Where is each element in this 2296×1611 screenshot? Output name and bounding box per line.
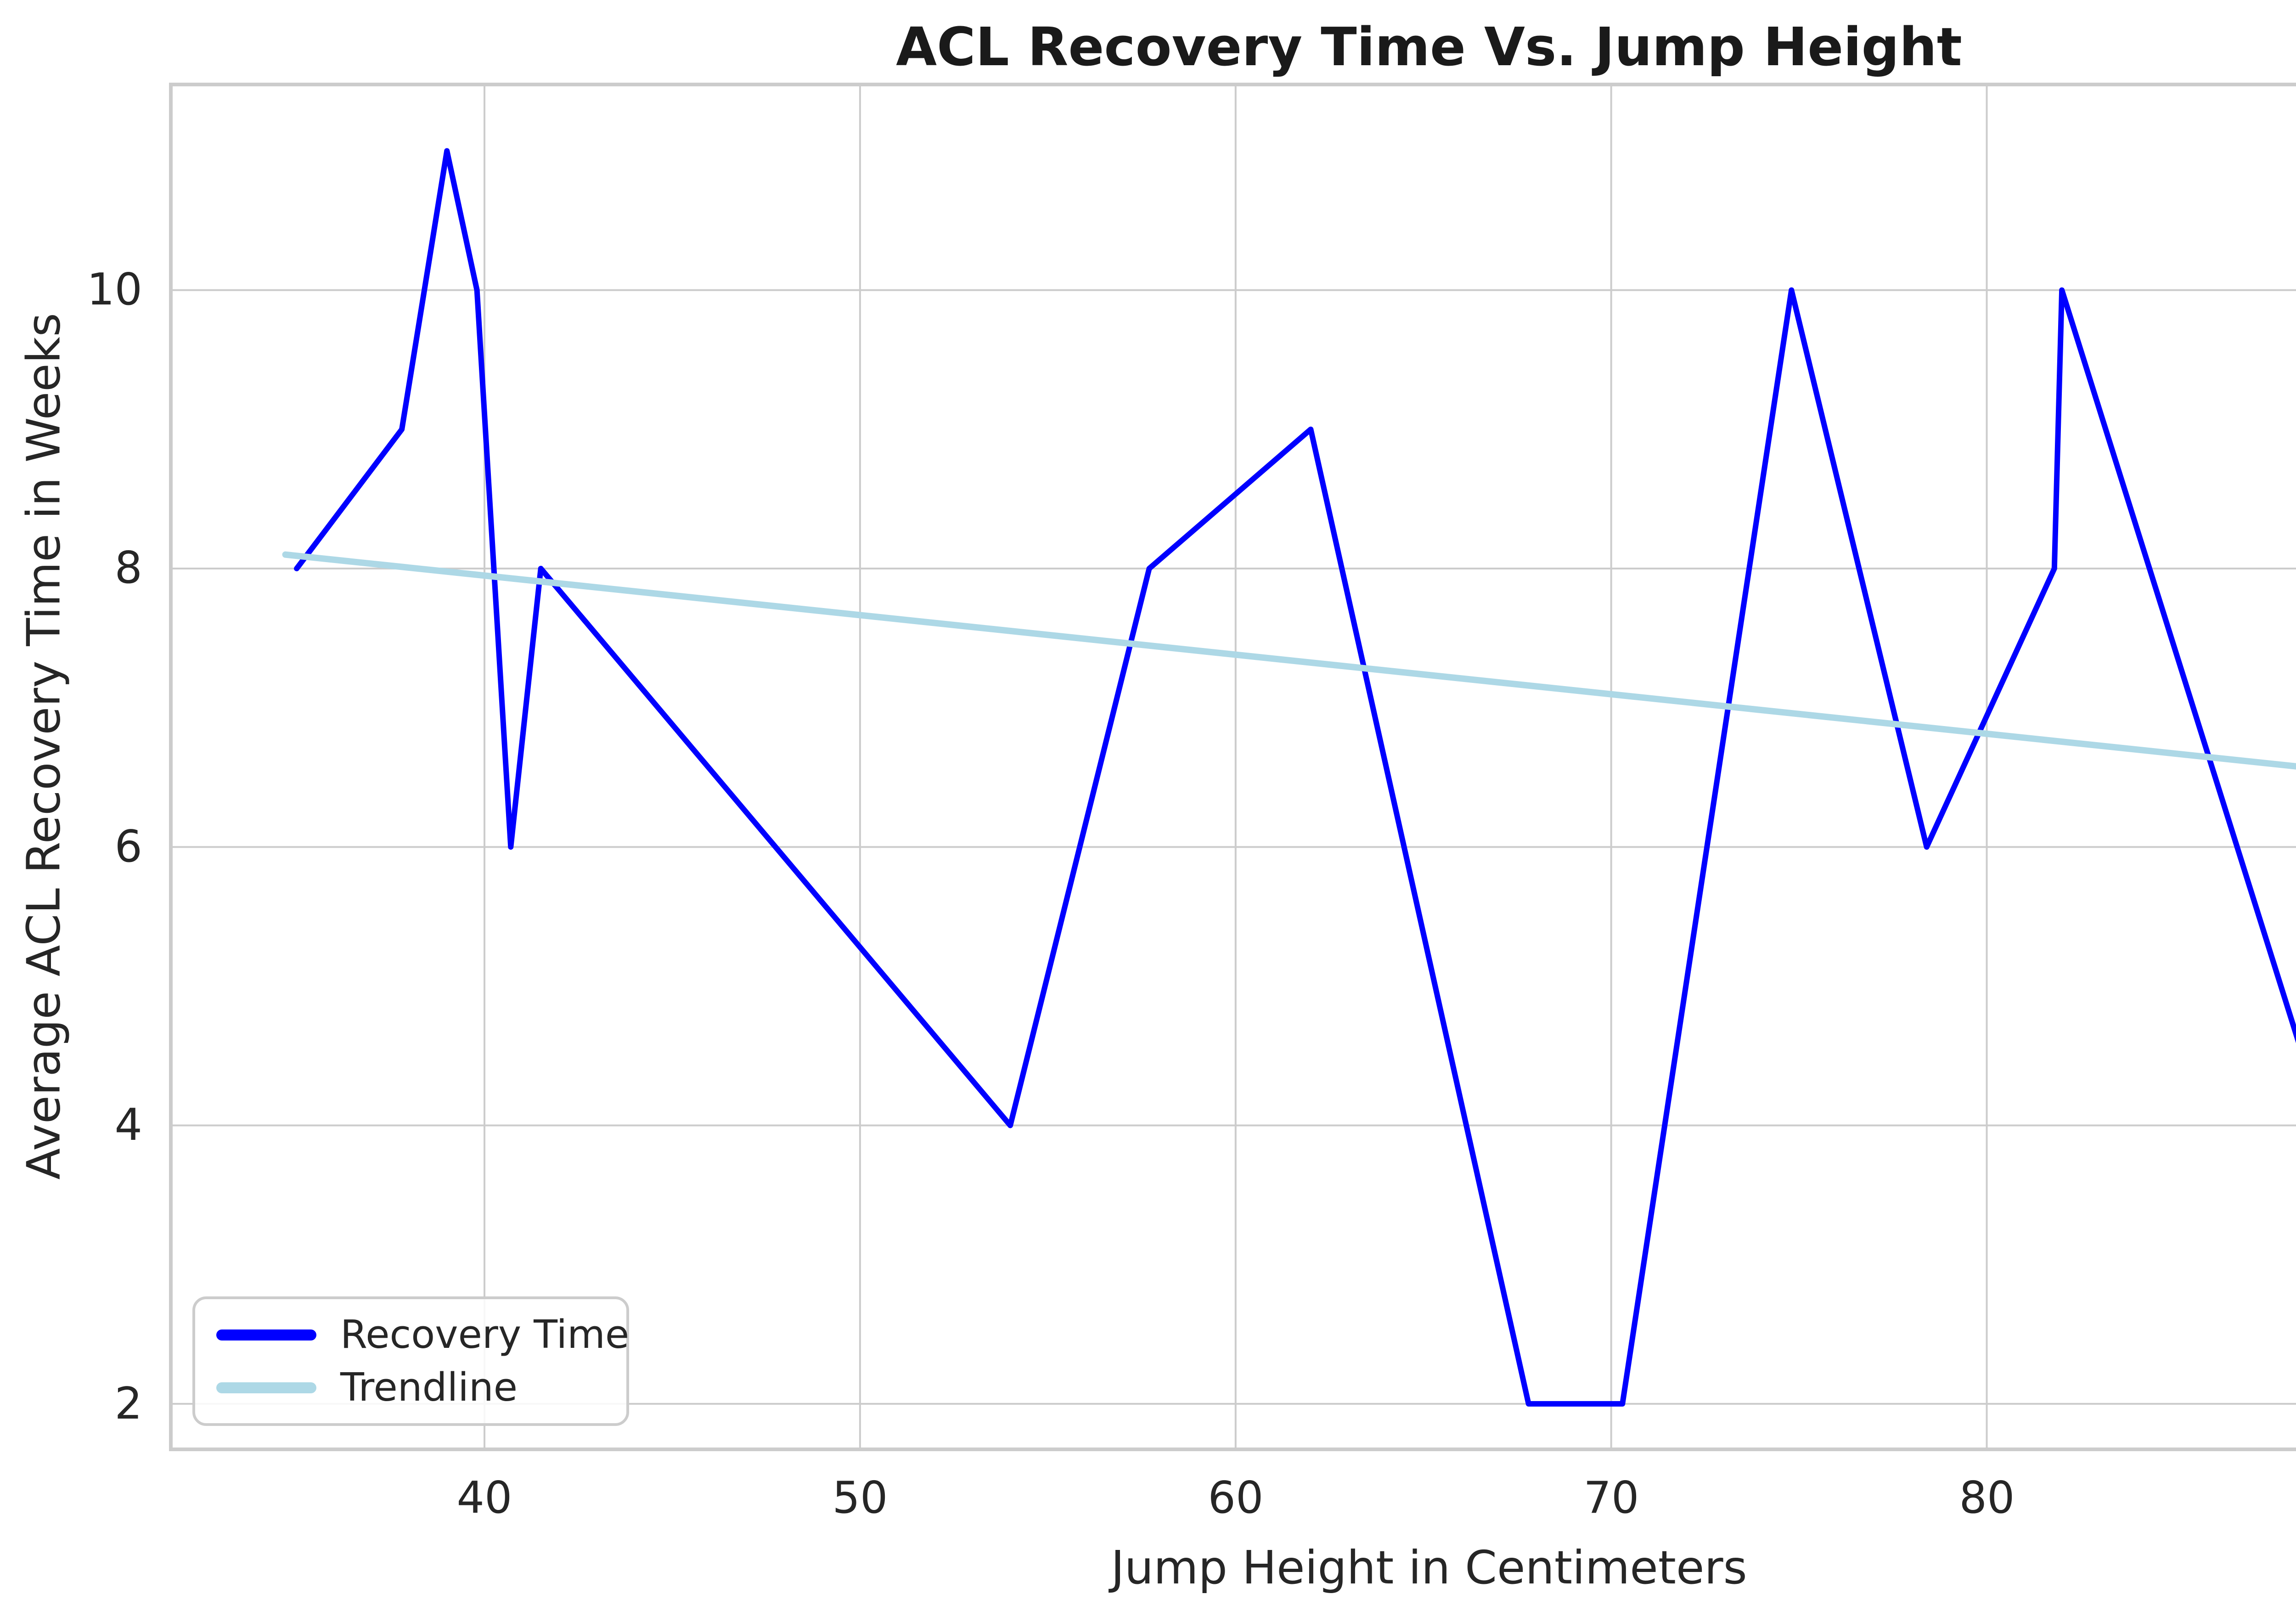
y-tick-label: 6 <box>114 822 142 872</box>
chart-title: ACL Recovery Time Vs. Jump Height <box>896 17 1962 78</box>
y-tick-label: 2 <box>114 1379 142 1429</box>
x-tick-label: 80 <box>1959 1473 2015 1523</box>
y-tick-label: 4 <box>114 1100 142 1150</box>
x-tick-label: 40 <box>456 1473 512 1523</box>
legend-label: Recovery Time <box>340 1312 630 1358</box>
y-tick-label: 10 <box>87 265 142 315</box>
x-tick-label: 90 <box>2294 1472 2296 1525</box>
legend-item-recovery-time: Recovery Time <box>216 1312 629 1358</box>
y-axis-label: Average ACL Recovery Time in Weeks <box>17 313 71 1180</box>
x-axis-label: Jump Height in Centimeters <box>1111 1541 1747 1594</box>
x-tick-label: 50 <box>832 1473 888 1523</box>
legend-item-trendline: Trendline <box>216 1365 605 1411</box>
plot-border <box>169 83 2296 1451</box>
legend: Recovery Time Trendline <box>192 1296 629 1426</box>
y-tick-label: 8 <box>114 543 142 593</box>
recovery-time-line <box>294 148 2296 1407</box>
plot-area <box>169 83 2296 1451</box>
legend-label: Trendline <box>340 1364 518 1410</box>
trendline-swatch <box>216 1382 316 1393</box>
trendline <box>282 551 2296 770</box>
recovery-time-line-swatch <box>216 1329 316 1341</box>
x-tick-label: 60 <box>1208 1473 1264 1523</box>
x-tick-label: 70 <box>1583 1473 1639 1523</box>
